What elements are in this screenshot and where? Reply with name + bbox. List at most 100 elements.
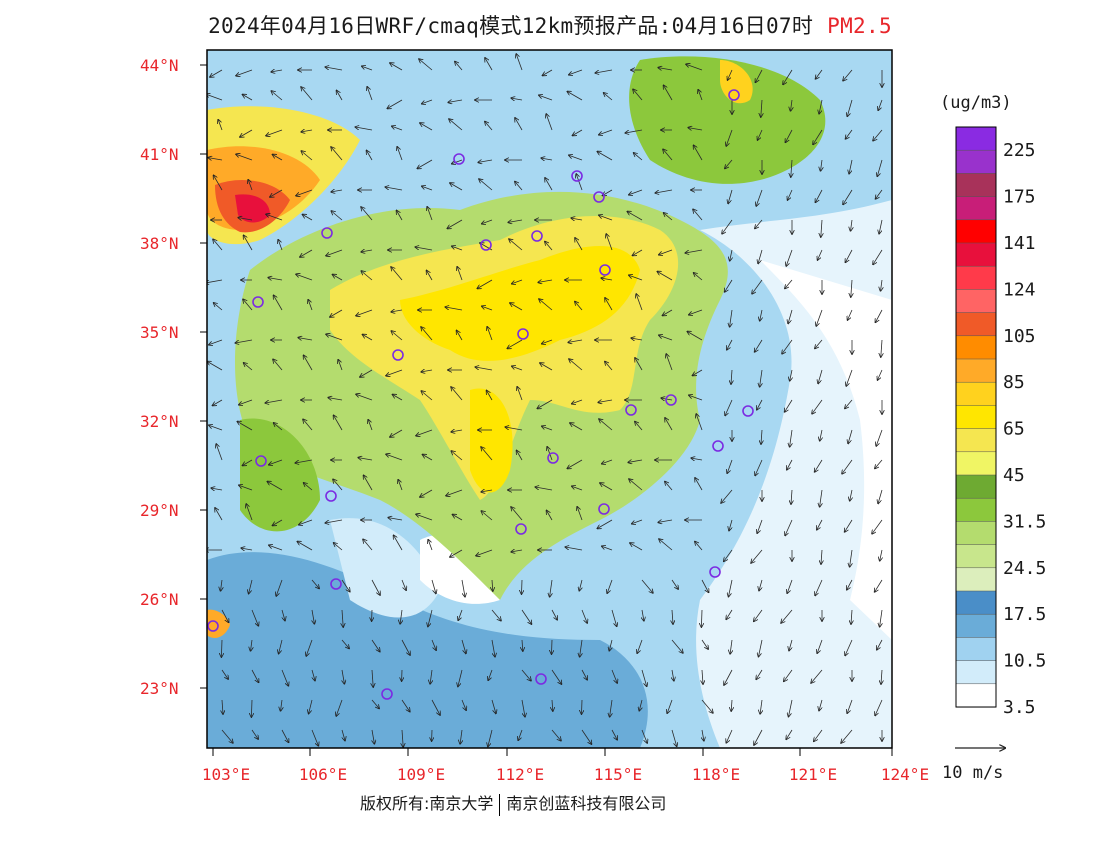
wind-arrow: [235, 339, 253, 343]
wind-arrow: [672, 669, 674, 681]
legend-labels: 225 175 141 124 105 85 65 45 31.5 24.5 17.5 10.5 3.5: [1003, 140, 1046, 718]
lon-label: 118°E: [692, 765, 740, 784]
wind-arrow: [214, 303, 223, 311]
wind-arrow: [400, 609, 402, 624]
legend-swatch: [955, 567, 997, 592]
lat-label: 44°N: [140, 56, 179, 75]
wind-arrow: [274, 295, 283, 311]
wind-arrow: [582, 699, 583, 714]
wind-arrow: [447, 219, 463, 229]
wind-arrow: [423, 455, 433, 461]
wind-arrow: [783, 69, 793, 84]
wind-arrow: [791, 159, 792, 177]
wind-arrow: [725, 159, 733, 168]
wind-arrow: [815, 339, 823, 348]
wind-arrow: [446, 489, 463, 496]
wind-arrow: [303, 215, 313, 221]
wind-arrow: [360, 369, 373, 377]
wind-arrow: [785, 279, 793, 288]
wind-arrow: [451, 430, 463, 432]
lat-label: 29°N: [140, 501, 179, 520]
wind-arrow: [757, 519, 763, 533]
legend-label: 17.5: [1003, 604, 1046, 625]
wind-arrow: [273, 155, 283, 161]
wind-arrow: [279, 639, 283, 654]
wind-arrow: [251, 669, 259, 682]
wind-arrow: [210, 69, 223, 77]
wind-arrow: [569, 359, 583, 371]
legend-swatch: [955, 474, 997, 499]
wind-arrow: [521, 669, 531, 681]
wind-arrow: [455, 62, 463, 71]
wind-arrow: [597, 519, 613, 529]
wind-arrow: [726, 609, 733, 619]
wind-arrow: [754, 609, 763, 621]
wind-arrow: [552, 699, 553, 711]
wind-arrow: [512, 366, 523, 371]
lon-label: 106°E: [299, 765, 347, 784]
wind-arrow: [521, 609, 532, 624]
city-marker: [709, 566, 721, 578]
wind-arrow: [601, 278, 613, 280]
wind-scale-label: 10 m/s: [942, 763, 1003, 783]
wind-arrow: [758, 249, 763, 264]
wind-arrow: [401, 699, 410, 712]
wind-arrow: [308, 300, 313, 311]
wind-arrow: [695, 478, 703, 491]
wind-arrow: [821, 549, 822, 564]
city-marker: [325, 490, 337, 502]
wind-arrow: [821, 159, 823, 171]
wind-arrow: [848, 309, 853, 320]
wind-arrow: [693, 369, 703, 376]
wind-arrow: [665, 418, 673, 431]
wind-arrow: [415, 247, 433, 251]
wind-arrow: [821, 219, 822, 237]
legend-swatch: [955, 149, 997, 174]
wind-arrow: [701, 579, 709, 592]
wind-arrow: [756, 189, 763, 206]
wind-arrow: [215, 508, 223, 521]
wind-arrow: [488, 729, 493, 747]
wind-arrow: [599, 419, 613, 431]
wind-arrow: [342, 729, 345, 741]
wind-arrow: [507, 339, 523, 349]
wind-arrow: [419, 59, 433, 71]
wind-scale: 10 m/s: [942, 748, 1005, 783]
wind-arrow: [299, 519, 313, 525]
wind-arrow: [573, 129, 583, 136]
wind-arrow: [816, 69, 823, 79]
legend-swatch: [955, 173, 997, 198]
wind-arrow: [879, 219, 883, 234]
wind-arrow: [458, 669, 463, 687]
wind-arrow: [371, 639, 380, 652]
wind-arrow: [567, 459, 583, 469]
wind-arrow: [461, 699, 466, 710]
wind-arrow: [665, 482, 673, 491]
wind-arrow: [510, 303, 523, 311]
wind-arrow: [581, 729, 592, 744]
wind-arrow: [878, 369, 883, 380]
wind-arrow: [545, 178, 553, 191]
wind-arrow: [875, 699, 883, 716]
wind-arrow: [331, 147, 343, 161]
wind-arrow: [664, 85, 673, 101]
legend-label: 105: [1003, 326, 1036, 347]
wind-arrow: [458, 609, 463, 620]
wind-arrow: [671, 579, 678, 589]
city-marker: [547, 452, 559, 464]
legend-swatch: [955, 358, 997, 383]
wind-arrow: [304, 483, 313, 491]
wind-arrow: [542, 426, 553, 431]
wind-arrow: [721, 489, 733, 503]
city-marker: [599, 264, 611, 276]
wind-arrow: [628, 460, 643, 462]
wind-arrow: [811, 669, 823, 683]
wind-arrow: [725, 279, 733, 292]
wind-arrow: [421, 327, 433, 341]
wind-arrow: [611, 609, 617, 626]
wind-arrow: [430, 669, 432, 684]
wind-arrow: [368, 420, 373, 431]
wind-arrow: [630, 543, 643, 551]
wind-arrow: [655, 189, 673, 193]
